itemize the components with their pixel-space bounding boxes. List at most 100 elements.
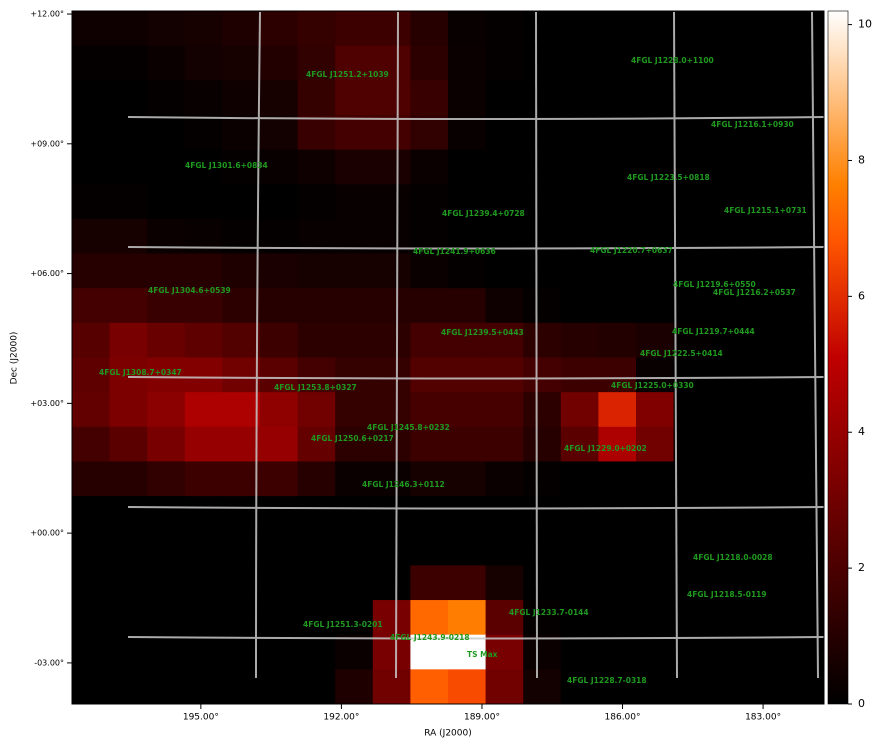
heat-cell: [523, 11, 562, 47]
heat-cell: [372, 565, 411, 601]
heat-cell: [673, 253, 712, 289]
heat-cell: [260, 184, 299, 220]
heat-cell: [711, 80, 750, 116]
heat-cell: [335, 565, 374, 601]
heat-cell: [72, 149, 111, 185]
source-label: 4FGL J1308.7+0347: [99, 368, 182, 377]
heat-cell: [410, 149, 449, 185]
heat-cell: [72, 600, 111, 636]
heat-cell: [72, 218, 111, 255]
heat-cell: [109, 11, 148, 47]
x-tick-label: 195.00°: [183, 713, 219, 723]
heat-cell: [711, 357, 750, 393]
heat-cell: [260, 45, 299, 81]
heat-cell: [711, 322, 750, 358]
heat-cell: [523, 461, 562, 497]
heat-cell: [297, 634, 336, 670]
heat-cell: [335, 392, 374, 428]
heat-cell: [748, 461, 787, 497]
heat-cell: [636, 11, 675, 47]
source-label: 4FGL J1304.6+0539: [148, 286, 231, 295]
heat-cell: [260, 600, 299, 636]
heat-cell: [297, 114, 336, 151]
y-axis-label: Dec (J2000): [10, 332, 20, 385]
heat-cell: [523, 80, 562, 116]
heat-cell: [673, 149, 712, 185]
heat-cell: [184, 11, 223, 47]
heat-cell: [448, 322, 487, 358]
heat-cell: [448, 45, 487, 81]
heat-cell: [184, 322, 223, 358]
heat-cell: [448, 357, 487, 393]
heat-cell: [184, 184, 223, 220]
heat-cell: [297, 530, 336, 566]
heat-cell: [786, 600, 825, 636]
heat-cell: [410, 461, 449, 497]
source-label: 4FGL J1246.3+0112: [362, 480, 445, 489]
heat-cell: [448, 600, 487, 636]
heat-cell: [523, 669, 562, 705]
heat-cell: [410, 322, 449, 358]
heat-cell: [222, 149, 261, 185]
heat-cell: [786, 565, 825, 601]
heat-cell: [372, 530, 411, 566]
heat-cell: [485, 565, 524, 601]
heat-cell: [786, 426, 825, 462]
source-label: 4FGL J1250.6+0217: [311, 434, 394, 443]
heat-cell: [448, 288, 487, 324]
heat-cell: [673, 322, 712, 358]
heat-cell: [297, 11, 336, 47]
heat-cell: [598, 600, 637, 636]
heat-cell: [109, 426, 148, 462]
heat-cell: [523, 114, 562, 151]
heat-cell: [297, 322, 336, 358]
heat-cell: [297, 253, 336, 289]
heat-cell: [560, 565, 599, 601]
heat-cell: [147, 461, 186, 497]
source-label: 4FGL J1222.5+0414: [640, 349, 723, 358]
heat-cell: [448, 253, 487, 289]
heat-cell: [673, 184, 712, 220]
source-label: 4FGL J1245.8+0232: [367, 423, 450, 432]
colorbar-tick-label: 10: [858, 18, 872, 31]
heat-cell: [147, 426, 186, 462]
heat-cell: [260, 634, 299, 670]
heat-cell: [711, 11, 750, 47]
heat-cell: [72, 322, 111, 358]
x-tick-label: 189.00°: [464, 713, 500, 723]
heat-cell: [222, 322, 261, 358]
heat-cell: [748, 426, 787, 462]
heat-cell: [372, 253, 411, 289]
heat-cell: [147, 114, 186, 151]
heat-cell: [335, 11, 374, 47]
heat-cell: [335, 149, 374, 185]
heat-cell: [410, 11, 449, 47]
heat-cell: [222, 357, 261, 393]
heat-cell: [673, 530, 712, 566]
heat-cell: [147, 80, 186, 116]
heat-cell: [560, 45, 599, 81]
heat-cell: [260, 392, 299, 428]
heat-cell: [560, 530, 599, 566]
colorbar-tick-label: 4: [858, 425, 865, 438]
heat-cell: [410, 565, 449, 601]
heat-cell: [72, 357, 111, 393]
heat-cell: [109, 530, 148, 566]
heat-cell: [72, 530, 111, 566]
heat-cell: [485, 461, 524, 497]
heat-cell: [711, 565, 750, 601]
heat-cell: [109, 253, 148, 289]
heat-cell: [786, 114, 825, 151]
source-label: 4FGL J1219.6+0550: [673, 280, 756, 289]
heat-cell: [485, 357, 524, 393]
heat-cell: [335, 80, 374, 116]
heat-cell: [786, 149, 825, 185]
heat-cell: [147, 218, 186, 255]
heat-cell: [147, 184, 186, 220]
source-label: 4FGL J1219.7+0444: [672, 327, 755, 336]
heat-cell: [109, 80, 148, 116]
heat-cell: [372, 392, 411, 428]
heat-cell: [711, 392, 750, 428]
heat-cell: [448, 461, 487, 497]
